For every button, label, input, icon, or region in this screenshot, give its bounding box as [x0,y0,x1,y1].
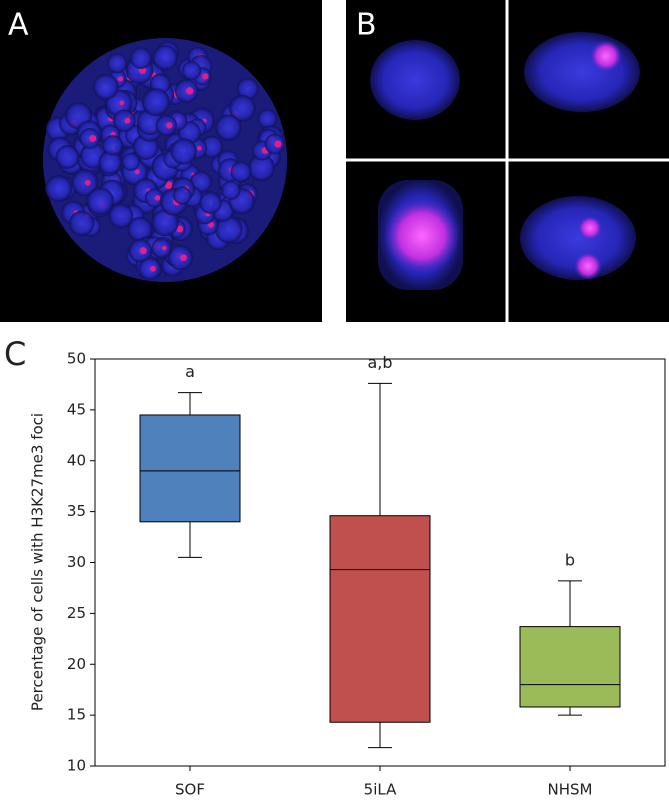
focus [124,117,131,124]
focus [202,73,209,80]
nucleus [141,88,170,117]
nucleus [257,109,277,129]
nuclei [45,41,286,280]
nucleus [152,44,178,71]
micrograph-b: B [346,0,669,322]
nucleus [138,257,162,280]
box [519,626,621,708]
focus [274,140,282,148]
y-tick-label: 30 [67,553,86,571]
x-tick-label: 5iLA [364,781,397,799]
focus [176,225,184,233]
nucleus [92,73,119,100]
panel-label: B [356,8,377,43]
focus [139,247,147,255]
nucleus [524,32,640,112]
nucleus [182,61,202,81]
annotation: a,b [367,353,392,372]
focus [161,245,167,251]
nucleus [86,187,114,215]
y-tick-label: 15 [67,706,86,724]
nucleus [55,144,80,169]
nucleus [230,161,252,183]
annotation: a [185,362,195,381]
focus [85,179,91,186]
focus [180,254,188,262]
nucleus [221,180,241,200]
focus [166,122,173,129]
nucleus [248,154,275,182]
y-tick-label: 35 [67,502,86,520]
nucleus [127,216,153,242]
y-tick-label: 10 [67,757,86,775]
nucleus [236,77,259,100]
nucleus [108,203,134,229]
focus [590,40,622,72]
nucleus [214,215,243,244]
focus [119,100,125,106]
focus [117,76,124,82]
nucleus [173,186,192,205]
nucleus [215,114,242,141]
box [139,414,241,523]
nucleus [228,94,256,122]
nucleus [520,196,636,280]
nucleus [45,175,73,202]
micrograph-a: A [0,0,322,322]
y-tick-label: 25 [67,604,86,622]
y-tick-label: 50 [67,350,86,368]
box [329,515,431,723]
focus [165,181,173,190]
focus [186,87,194,95]
nucleus [130,47,152,69]
nucleus [68,210,95,236]
focus [154,195,161,201]
nucleus [199,191,222,214]
nucleus [170,138,197,165]
nucleus [144,188,165,208]
box-chart: C Percentage of cells with H3K27me3 foci… [4,335,666,799]
focus [134,169,140,175]
panel-label: C [4,335,26,373]
focus [89,134,97,142]
x-tick-label: NHSM [548,781,593,799]
nucleus [113,109,136,132]
nucleus [151,208,179,237]
nucleus [370,40,460,120]
focus [578,216,602,240]
nucleus [71,169,99,197]
y-tick-label: 20 [67,655,86,673]
focus [150,265,156,272]
nucleus [107,53,128,74]
focus [574,252,602,280]
nucleus [121,152,140,171]
focus [197,145,202,151]
focus [384,198,460,274]
focus [208,221,215,228]
nucleus [98,150,122,175]
annotation: b [565,550,575,569]
y-axis-label: Percentage of cells with H3K27me3 foci [29,413,47,711]
y-tick-label: 45 [67,400,86,418]
nucleus [102,135,124,156]
x-tick-label: SOF [175,781,205,799]
y-tick-label: 40 [67,451,86,469]
nucleus [151,238,172,258]
panel-label: A [8,8,29,43]
